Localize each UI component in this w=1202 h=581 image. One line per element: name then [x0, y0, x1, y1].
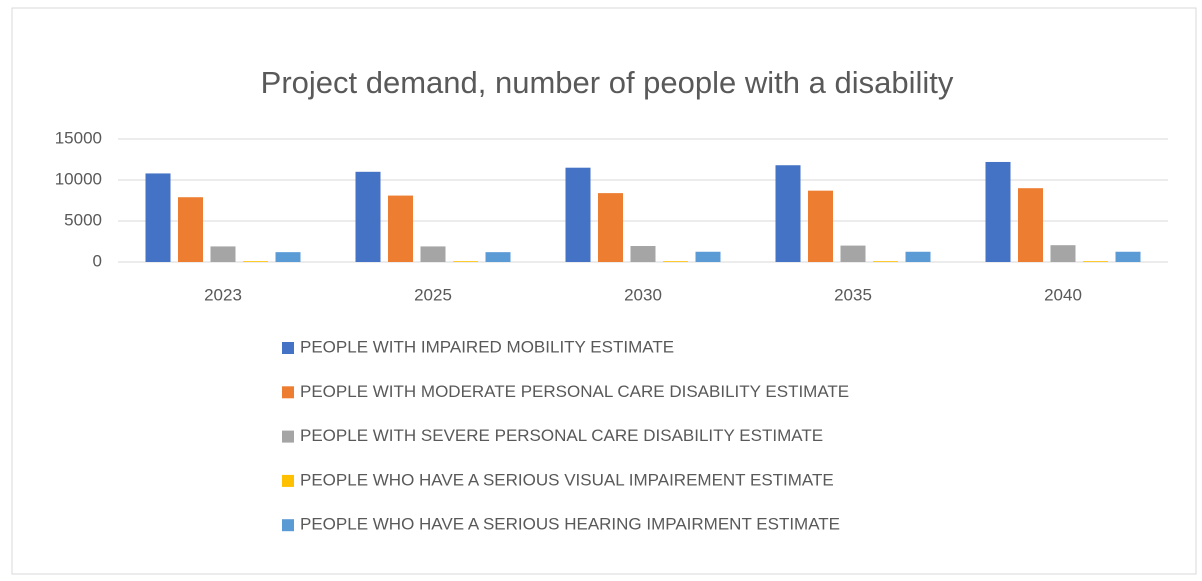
x-tick-label: 2025 [414, 285, 452, 304]
bar [1050, 245, 1076, 262]
bar [873, 261, 898, 262]
legend-swatch [282, 474, 294, 487]
chart-border [11, 7, 1197, 575]
bar [1115, 251, 1141, 262]
legend-label: PEOPLE WITH IMPAIRED MOBILITY ESTIMATE [300, 337, 674, 356]
legend-swatch [282, 519, 294, 532]
bar [453, 261, 478, 262]
bar [840, 245, 866, 262]
x-tick-label: 2035 [834, 285, 872, 304]
bar [355, 171, 381, 262]
bar [275, 252, 301, 262]
y-tick-label: 10000 [55, 169, 102, 188]
bar [178, 197, 203, 262]
bar [1083, 261, 1108, 262]
x-tick-label: 2023 [204, 285, 242, 304]
legend-label: PEOPLE WITH SEVERE PERSONAL CARE DISABIL… [300, 426, 823, 445]
bar [598, 193, 623, 262]
bar [1018, 188, 1043, 262]
bar [695, 251, 721, 262]
legend-label: PEOPLE WITH MODERATE PERSONAL CARE DISAB… [300, 382, 849, 401]
legend-swatch [282, 386, 294, 399]
legend-label: PEOPLE WHO HAVE A SERIOUS HEARING IMPAIR… [300, 515, 840, 534]
bar [243, 261, 268, 262]
legend-swatch [282, 430, 294, 443]
y-tick-label: 15000 [55, 128, 102, 147]
bar [565, 167, 591, 262]
bar [388, 195, 413, 262]
legend-label: PEOPLE WHO HAVE A SERIOUS VISUAL IMPAIRE… [300, 470, 834, 489]
bar [420, 246, 446, 262]
x-tick-label: 2040 [1044, 285, 1082, 304]
bar [663, 261, 688, 262]
y-tick-label: 5000 [64, 210, 102, 229]
bar [210, 246, 236, 262]
y-tick-label: 0 [93, 251, 102, 270]
bar [905, 251, 931, 262]
chart-title: Project demand, number of people with a … [261, 65, 954, 100]
bar [775, 165, 801, 262]
bar [985, 161, 1011, 262]
bar [630, 246, 656, 262]
x-tick-label: 2030 [624, 285, 662, 304]
bar [145, 173, 171, 262]
bar [485, 252, 511, 262]
bar [808, 190, 833, 262]
legend-swatch [282, 342, 294, 354]
